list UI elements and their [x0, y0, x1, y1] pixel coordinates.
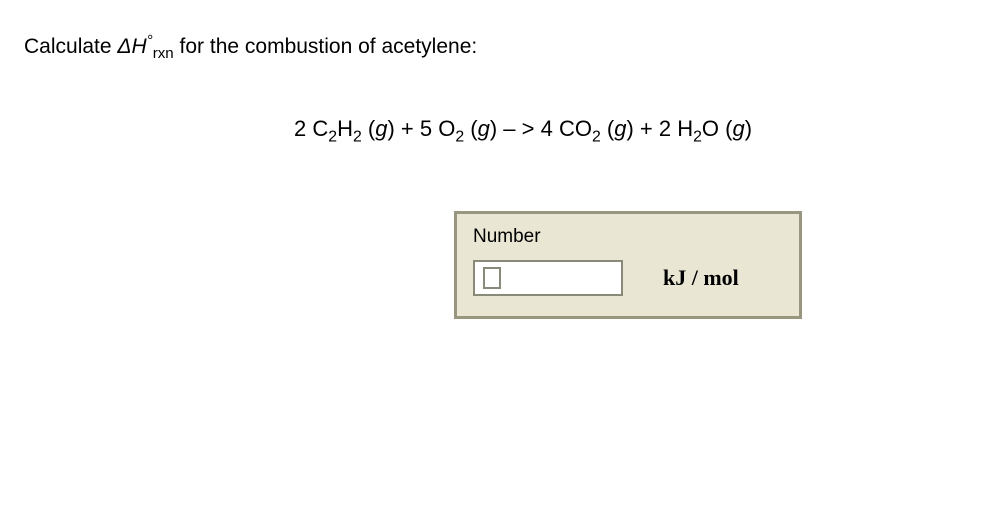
- answer-box: Number kJ / mol: [454, 211, 802, 319]
- unit-label: kJ / mol: [663, 265, 739, 291]
- chemical-equation: 2 C2H2 (g) + 5 O2 (g) – > 4 CO2 (g) + 2 …: [294, 116, 966, 146]
- delta-h: ΔH: [117, 35, 146, 58]
- rxn-subscript: rxn: [153, 45, 174, 62]
- prompt-suffix: for the combustion of acetylene:: [174, 35, 478, 58]
- question-prompt: Calculate ΔH°rxn for the combustion of a…: [24, 32, 966, 62]
- cursor-box: [483, 267, 501, 289]
- number-label: Number: [473, 226, 783, 248]
- answer-input[interactable]: [473, 260, 623, 296]
- prompt-prefix: Calculate: [24, 35, 117, 58]
